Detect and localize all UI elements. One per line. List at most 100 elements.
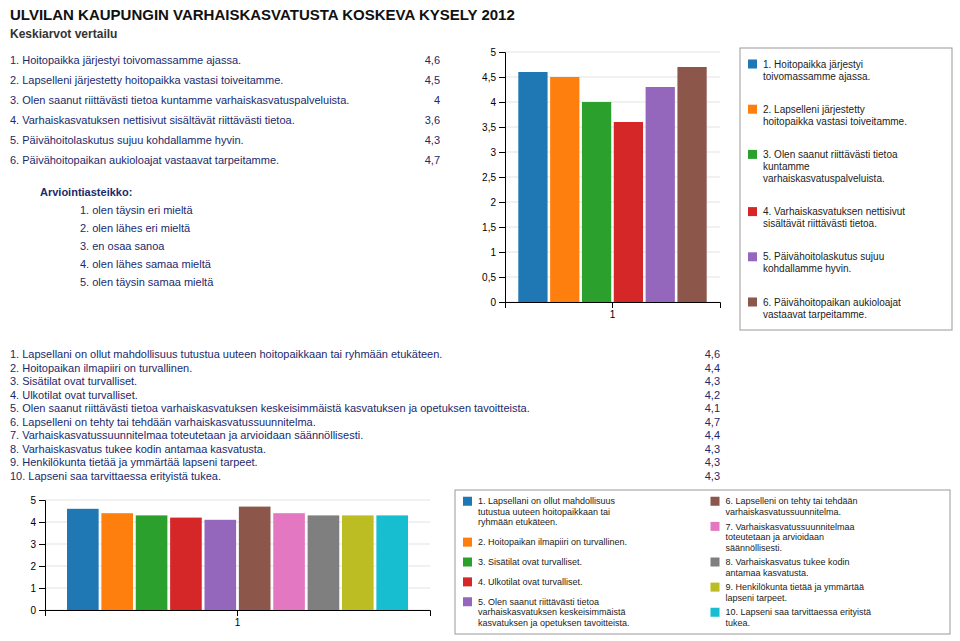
annotation: 4. olen lähes samaa mieltä: [80, 258, 212, 270]
tick: 1: [490, 247, 505, 258]
tick: 5: [490, 47, 505, 58]
annotation-value: 4,4: [705, 362, 720, 374]
tick-mark: [39, 566, 45, 567]
annotation: 3. Olen saanut riittävästi tietoa kuntam…: [10, 94, 349, 106]
legend-label-line: tukea.: [726, 618, 751, 628]
annotation-value: 4: [434, 94, 440, 106]
legend-label-line: antamaa kasvatusta.: [726, 568, 809, 578]
legend: 1. Lapsellani on ollut mahdollisuustutus…: [455, 490, 950, 634]
tick-mark: [499, 277, 505, 278]
tick-label: 4: [490, 97, 496, 108]
annotation-value: 4,3: [425, 134, 440, 146]
annotation: 5. Päivähoitolaskutus sujuu kohdallamme …: [10, 134, 244, 146]
annotation: 5. olen täysin samaa mieltä: [80, 276, 214, 288]
legend-swatch: [463, 577, 472, 586]
annotation: 2. Hoitopaikan ilmapiiri on turvallinen.: [10, 362, 192, 374]
tick: 4,5: [482, 72, 505, 83]
bar: [308, 515, 340, 610]
legend-label: 2. Lapselleni järjestettyhoitopaikka vas…: [763, 104, 907, 127]
x-axis: 1: [46, 610, 431, 628]
tick-mark: [39, 588, 45, 589]
legend-label-line: vastaavat tarpeitamme.: [763, 309, 867, 320]
legend-label-line: tutustua uuteen hoitopaikkaan tai: [478, 507, 610, 517]
tick-mark: [237, 610, 238, 616]
tick: 2,5: [482, 172, 505, 183]
legend-label: 8. Varhaiskasvatus tukee kodinantamaa ka…: [726, 557, 850, 578]
annotation: 8. Varhaiskasvatus tukee kodin antamaa k…: [10, 443, 266, 455]
legend-label: 4. Ulkotilat ovat turvalliset.: [478, 577, 583, 587]
grid-line: [45, 500, 430, 501]
annotation: 6. Päivähoitopaikan aukioloajat vastaava…: [10, 154, 279, 166]
tick-mark: [499, 227, 505, 228]
legend-label-line: 4. Varhaiskasvatuksen nettisivut: [763, 206, 905, 217]
legend-label-line: 10. Lapseni saa tarvittaessa erityistä: [726, 607, 872, 617]
legend-label-line: 8. Varhaiskasvatus tukee kodin: [726, 557, 850, 567]
legend-label-line: 7. Varhaiskasvatussuunnitelmaa: [726, 522, 855, 532]
legend-label-line: 4. Ulkotilat ovat turvalliset.: [478, 577, 583, 587]
legend-label: 9. Henkilökunta tietää ja ymmärtäälapsen…: [726, 582, 865, 603]
legend-label-line: säännöllisesti.: [726, 543, 783, 553]
legend-swatch: [463, 558, 472, 567]
legend-label: 5. Päivähoitolaskutus sujuukohdallamme h…: [763, 251, 884, 274]
tick: 1,5: [482, 222, 505, 233]
y-axis: 012345: [30, 495, 45, 616]
tick: 4: [490, 97, 505, 108]
tick-mark: [39, 610, 45, 611]
annotation-value: 4,7: [705, 416, 720, 428]
bar: [136, 515, 168, 610]
annotation: 2. Lapselleni järjestetty hoitopaikka va…: [10, 74, 283, 86]
tick-label: 2,5: [482, 172, 496, 183]
legend-label-line: 2. Lapselleni järjestetty: [763, 104, 865, 115]
legend-swatch: [463, 538, 472, 547]
subtitle: Keskiarvot vertailu: [10, 27, 117, 41]
annotation-value: 4,6: [705, 348, 720, 360]
tick-mark: [499, 77, 505, 78]
tick-label: 3: [30, 539, 36, 550]
legend-swatch: [748, 150, 757, 159]
annotation: 3. Sisätilat ovat turvalliset.: [10, 375, 137, 387]
legend: 1. Hoitopaikka järjestyitoivomassamme aj…: [740, 48, 952, 330]
legend-label-line: varhaiskasvatuspalveluista.: [763, 173, 885, 184]
tick: 1: [30, 583, 45, 594]
annotation-heading: Arviointiasteikko:: [40, 186, 132, 198]
legend-label: 2. Hoitopaikan ilmapiiri on turvallinen.: [478, 537, 627, 547]
legend-label: 3. Olen saanut riittävästi tietoakuntamm…: [763, 149, 898, 184]
annotation: 2. olen lähes eri mieltä: [80, 222, 191, 234]
bar: [518, 72, 547, 302]
tick: 0,5: [482, 272, 505, 283]
legend-label-line: varhaiskasvatussuunnitelma.: [726, 507, 842, 517]
legend-swatch: [711, 497, 720, 506]
annotation: 7. Varhaiskasvatussuunnitelmaa toteuteta…: [10, 429, 363, 441]
bar: [614, 122, 643, 302]
legend-label-line: 6. Lapselleni on tehty tai tehdään: [726, 496, 858, 506]
bars: [67, 507, 408, 610]
bar: [205, 520, 237, 610]
legend-label: 7. Varhaiskasvatussuunnitelmaatoteutetaa…: [726, 522, 855, 553]
tick-label: 0: [30, 605, 36, 616]
tick-mark: [499, 202, 505, 203]
tick-label: 1: [30, 583, 36, 594]
legend-frame: [455, 490, 950, 634]
legend-label-line: 1. Hoitopaikka järjestyi: [763, 59, 863, 70]
tick: 0: [490, 297, 505, 308]
tick-mark: [499, 152, 505, 153]
tick-label: 3: [490, 147, 496, 158]
annotation: 5. Olen saanut riittävästi tietoa varhai…: [10, 402, 530, 414]
tick: 5: [30, 495, 45, 506]
legend-frame: [740, 48, 952, 330]
tick-label: 3,5: [482, 122, 496, 133]
bar: [170, 518, 202, 610]
bar: [273, 513, 305, 610]
bar: [342, 515, 374, 610]
annotation-value: 4,3: [705, 456, 720, 468]
tick-label: 5: [30, 495, 36, 506]
legend-label: 10. Lapseni saa tarvittaessa erityistätu…: [726, 607, 872, 628]
legend-label-line: 2. Hoitopaikan ilmapiiri on turvallinen.: [478, 537, 627, 547]
grid: [45, 500, 430, 610]
tick-label: 1: [490, 247, 496, 258]
legend-label-line: toivomassamme ajassa.: [763, 71, 870, 82]
tick-mark: [39, 544, 45, 545]
annotation-value: 4,1: [705, 402, 720, 414]
y-axis: 00,511,522,533,544,55: [482, 47, 505, 308]
legend-swatch: [711, 558, 720, 567]
